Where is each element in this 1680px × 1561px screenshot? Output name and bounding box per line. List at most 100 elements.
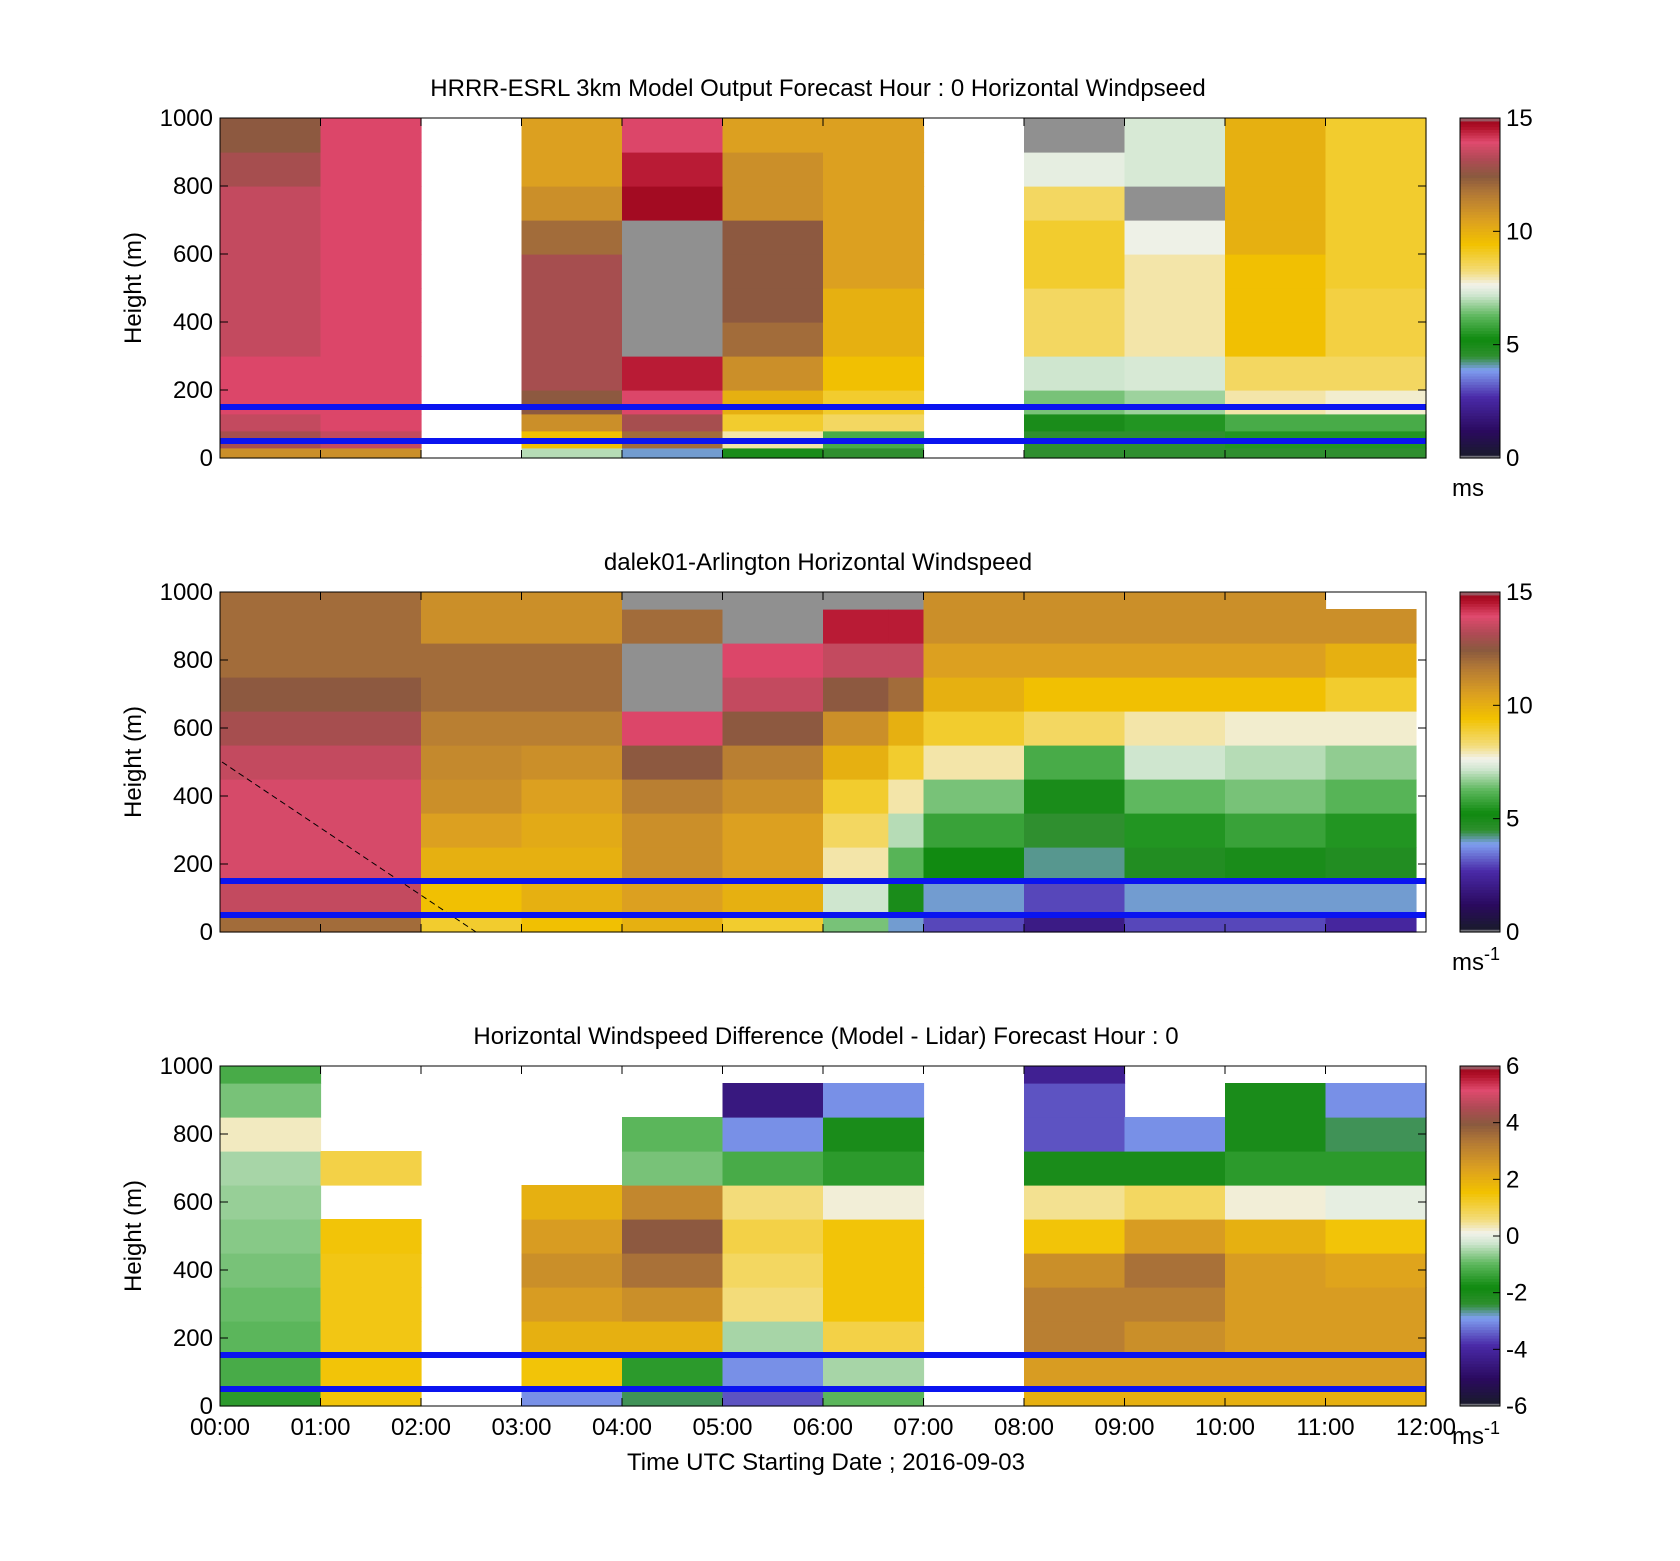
colorbar-segment (1460, 254, 1500, 258)
colorbar-segment (1460, 339, 1500, 343)
heatmap-cell (923, 609, 1025, 644)
colorbar-segment (1460, 268, 1500, 272)
colorbar-segment (1460, 818, 1500, 823)
y-tick-label: 400 (173, 783, 213, 810)
colorbar-segment (1460, 679, 1500, 684)
colorbar-segment (1460, 643, 1500, 647)
colorbar-segment (1460, 677, 1500, 681)
heatmap-cell (823, 1219, 925, 1254)
x-tick-label: 02:00 (391, 1414, 451, 1441)
colorbar-segment (1460, 719, 1500, 723)
colorbar-tick-label: 5 (1506, 806, 1519, 833)
colorbar-segment (1460, 452, 1500, 456)
colorbar-segment (1460, 640, 1500, 644)
colorbar-segment (1460, 1071, 1500, 1076)
x-tick-label: 12:00 (1396, 1414, 1456, 1441)
panel-model-title: HRRR-ESRL 3km Model Output Forecast Hour… (430, 75, 1205, 102)
colorbar-segment (1460, 770, 1500, 774)
colorbar-segment (1460, 750, 1500, 755)
heatmap-cell (421, 643, 523, 678)
colorbar-segment (1460, 1122, 1500, 1127)
colorbar-segment (1460, 1397, 1500, 1401)
heatmap-cell (320, 152, 422, 187)
heatmap-cell (1024, 711, 1126, 746)
colorbar-segment (1460, 1394, 1500, 1399)
colorbar-segment (1460, 350, 1500, 354)
heatmap-cell (521, 881, 623, 916)
colorbar-segment (1460, 1312, 1500, 1316)
colorbar-segment (1460, 654, 1500, 658)
y-tick-label: 0 (200, 1393, 213, 1420)
y-tick-label: 200 (173, 851, 213, 878)
heatmap-cell (220, 1219, 322, 1254)
heatmap-cell (722, 813, 824, 848)
heatmap-cell (320, 413, 422, 432)
heatmap-cell (220, 1185, 322, 1220)
colorbar-segment (1460, 438, 1500, 442)
heatmap-cell (1225, 1321, 1327, 1356)
heatmap-cell (622, 186, 724, 221)
heatmap-cell (923, 643, 1025, 678)
colorbar-segment (1460, 191, 1500, 196)
colorbar-segment (1460, 609, 1500, 613)
colorbar-segment (1460, 449, 1500, 453)
colorbar-segment (1460, 1403, 1500, 1407)
colorbar-segment (1460, 353, 1500, 357)
panel-lidar-title: dalek01-Arlington Horizontal Windspeed (604, 549, 1032, 576)
colorbar-segment (1460, 1377, 1500, 1382)
heatmap-cell (1024, 677, 1126, 712)
colorbar-segment (1460, 1213, 1500, 1217)
heatmap-cell (1225, 118, 1327, 153)
heatmap-cell (1024, 592, 1126, 610)
colorbar-segment (1460, 1066, 1500, 1070)
colorbar-segment (1460, 429, 1500, 434)
heatmap-cell (421, 779, 523, 814)
heatmap-cell (622, 1185, 724, 1220)
heatmap-cell (888, 847, 925, 882)
colorbar-segment (1460, 197, 1500, 201)
heatmap-cell (923, 847, 1025, 882)
heatmap-cell (823, 745, 889, 780)
colorbar-segment (1460, 767, 1500, 772)
colorbar-segment (1460, 307, 1500, 312)
colorbar-segment (1460, 225, 1500, 230)
colorbar-segment (1460, 756, 1500, 760)
colorbar-segment (1460, 237, 1500, 241)
heatmap-cell (722, 254, 824, 289)
colorbar-segment (1460, 832, 1500, 837)
colorbar-segment (1460, 1083, 1500, 1087)
heatmap-cell (722, 643, 824, 678)
colorbar-segment (1460, 739, 1500, 743)
heatmap-cell (220, 118, 322, 153)
y-tick-label: 1000 (160, 105, 213, 132)
heatmap-cell (722, 779, 824, 814)
heatmap-cell (1325, 813, 1417, 848)
panel-diff-yticks: 0 200 400 600 800 1000 (160, 1053, 1426, 1420)
colorbar-segment (1460, 412, 1500, 417)
heatmap-cell (1024, 413, 1126, 432)
heatmap-cell (1024, 1151, 1126, 1186)
heatmap-cell (1024, 1117, 1126, 1152)
heatmap-cell (521, 390, 623, 415)
heatmap-cell (823, 118, 925, 153)
y-tick-label: 800 (173, 173, 213, 200)
colorbar-segment (1460, 1134, 1500, 1138)
colorbar-segment (1460, 1182, 1500, 1186)
colorbar-segment (1460, 341, 1500, 346)
heatmap-cell (722, 745, 824, 780)
heatmap-cell (220, 1321, 322, 1356)
heatmap-cell (722, 1185, 824, 1220)
heatmap-cell (823, 847, 889, 882)
heatmap-cell (1124, 1389, 1226, 1407)
heatmap-cell (888, 711, 925, 746)
heatmap-cell (1024, 220, 1126, 255)
heatmap-cell (320, 118, 422, 153)
heatmap-cell (320, 186, 422, 221)
colorbar-segment (1460, 694, 1500, 698)
heatmap-cell (521, 1253, 623, 1288)
colorbar-segment (1460, 909, 1500, 913)
heatmap-cell (823, 813, 889, 848)
panel-diff-ref-lines (220, 1352, 1426, 1392)
colorbar-segment (1460, 923, 1500, 927)
colorbar-segment (1460, 432, 1500, 436)
